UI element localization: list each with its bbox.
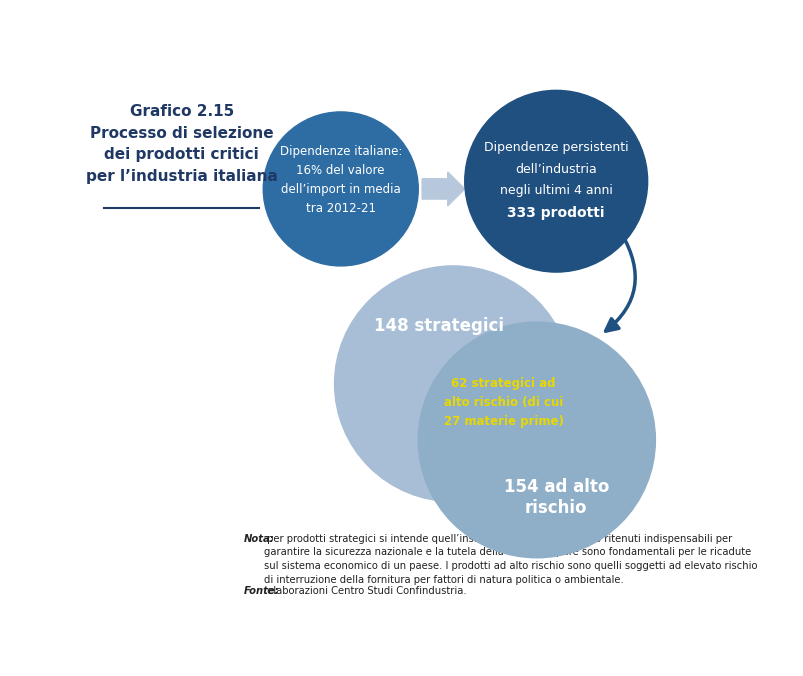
- Text: negli ultimi 4 anni: negli ultimi 4 anni: [499, 185, 612, 197]
- Text: Dipendenze persistenti: Dipendenze persistenti: [483, 141, 628, 154]
- Circle shape: [334, 266, 571, 502]
- Text: per prodotti strategici si intende quell’insieme di prodotti che sono ritenuti i: per prodotti strategici si intende quell…: [263, 534, 756, 585]
- Text: dei prodotti critici: dei prodotti critici: [104, 147, 259, 162]
- Text: Fonte:: Fonte:: [243, 586, 279, 596]
- Circle shape: [464, 91, 647, 272]
- Text: dell’industria: dell’industria: [515, 163, 597, 176]
- Text: Processo di selezione: Processo di selezione: [90, 126, 273, 141]
- Text: Dipendenze italiane:
16% del valore
dell’import in media
tra 2012-21: Dipendenze italiane: 16% del valore dell…: [279, 145, 402, 215]
- Text: Nota:: Nota:: [243, 534, 275, 544]
- Text: 154 ad alto
rischio: 154 ad alto rischio: [503, 479, 608, 517]
- Text: 333 prodotti: 333 prodotti: [507, 206, 604, 220]
- Circle shape: [263, 112, 418, 266]
- Text: elaborazioni Centro Studi Confindustria.: elaborazioni Centro Studi Confindustria.: [263, 586, 466, 596]
- Text: per l’industria italiana: per l’industria italiana: [86, 169, 278, 184]
- Text: 62 strategici ad
alto rischio (di cui
27 materie prime): 62 strategici ad alto rischio (di cui 27…: [443, 377, 563, 429]
- Polygon shape: [422, 172, 464, 206]
- Circle shape: [418, 322, 654, 558]
- Text: Grafico 2.15: Grafico 2.15: [129, 104, 234, 119]
- Text: 148 strategici: 148 strategici: [373, 317, 503, 335]
